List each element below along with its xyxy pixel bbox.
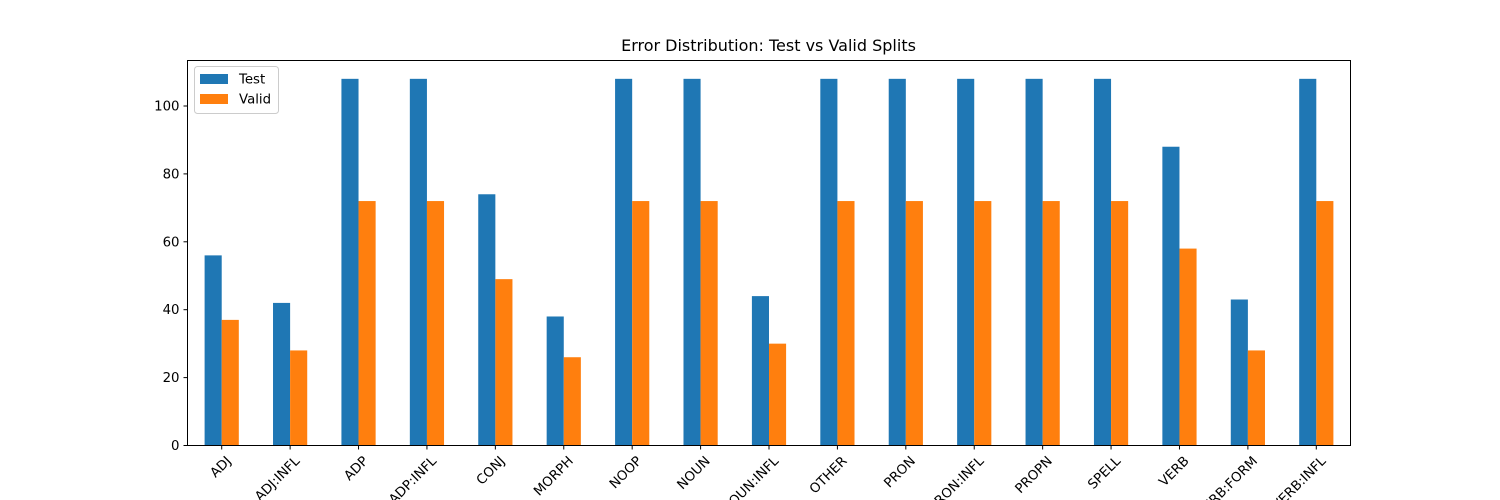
- bar-valid-noop: [632, 201, 650, 446]
- bar-valid-adp-infl: [426, 201, 445, 446]
- y-tick-label: 0: [171, 439, 179, 454]
- bar-test-conj: [478, 194, 496, 446]
- x-tick-label: OTHER: [807, 454, 850, 497]
- bar-test-adp: [341, 78, 359, 446]
- bar-test-spell: [1093, 78, 1112, 446]
- y-tick-label: 40: [163, 303, 180, 318]
- bar-test-adj: [204, 255, 222, 446]
- x-tick-label: PRON: [882, 454, 919, 491]
- bar-test-propn: [1025, 78, 1043, 446]
- chart-title: Error Distribution: Test vs Valid Splits: [621, 36, 916, 55]
- legend-label-valid: Valid: [239, 93, 271, 108]
- bar-valid-spell: [1111, 201, 1129, 446]
- y-tick-label: 100: [154, 99, 179, 114]
- bar-valid-adj-infl: [290, 350, 308, 446]
- bar-test-pron-infl: [957, 78, 975, 446]
- x-tick-label: VERB: [1157, 454, 1193, 490]
- bar-test-verb: [1162, 146, 1180, 446]
- x-tick-label: PRON:INFL: [926, 454, 987, 500]
- bar-test-morph: [546, 316, 564, 446]
- x-tick-label: CONJ: [474, 454, 508, 488]
- bar-valid-propn: [1042, 201, 1060, 446]
- bar-test-verb-infl: [1299, 78, 1317, 446]
- x-tick-label: VERB:FORM: [1194, 454, 1261, 500]
- bar-test-other: [820, 78, 838, 446]
- bar-valid-pron: [905, 201, 923, 446]
- bar-valid-other: [837, 201, 855, 446]
- bar-valid-verb-form: [1247, 350, 1265, 446]
- x-tick-label: NOUN: [675, 454, 714, 493]
- bar-test-noop: [615, 78, 633, 446]
- y-tick-label: 60: [163, 235, 180, 250]
- x-tick-label: VERB:INFL: [1270, 454, 1330, 500]
- y-tick-label: 80: [163, 167, 180, 182]
- legend-label-test: Test: [238, 73, 265, 88]
- bar-test-noun: [683, 78, 701, 446]
- bar-valid-verb: [1179, 248, 1197, 446]
- bar-valid-adp: [358, 201, 376, 446]
- bar-test-verb-form: [1230, 299, 1248, 446]
- bar-valid-verb-infl: [1316, 201, 1334, 446]
- x-tick-label: PROPN: [1013, 454, 1056, 497]
- bar-valid-pron-infl: [974, 201, 992, 446]
- x-tick-label: ADJ: [208, 454, 235, 481]
- bar-valid-morph: [563, 357, 581, 446]
- x-axis: ADJ ADJ:INFL ADP ADP:INFL CONJ MORPH NOOP NOUN N…: [208, 445, 1330, 500]
- bar-valid-noun-infl: [769, 343, 787, 446]
- x-tick-label: MORPH: [531, 454, 576, 499]
- y-axis: 0 20 40 60 80 100: [154, 99, 188, 454]
- bar-test-adj-infl: [273, 302, 291, 446]
- y-tick-label: 20: [163, 371, 180, 386]
- x-tick-label: SPELL: [1085, 454, 1124, 493]
- x-tick-label: ADP:INFL: [386, 454, 440, 500]
- bar-valid-noun: [700, 201, 718, 446]
- legend: Test Valid: [194, 66, 279, 114]
- bar-test-pron: [888, 78, 906, 446]
- plot-frame: [187, 60, 1351, 446]
- x-tick-label: ADP: [342, 454, 372, 484]
- x-tick-label: ADJ:INFL: [252, 454, 303, 500]
- x-tick-label: NOOP: [607, 454, 645, 492]
- x-tick-label: NOUN:INFL: [719, 454, 782, 500]
- bar-test-adp-infl: [409, 78, 427, 446]
- bar-test-noun-infl: [751, 296, 769, 446]
- legend-swatch-valid: [200, 94, 228, 104]
- bars-layer: [204, 78, 1334, 446]
- bar-valid-adj: [221, 319, 239, 446]
- bar-valid-conj: [495, 279, 513, 446]
- legend-swatch-test: [200, 74, 228, 84]
